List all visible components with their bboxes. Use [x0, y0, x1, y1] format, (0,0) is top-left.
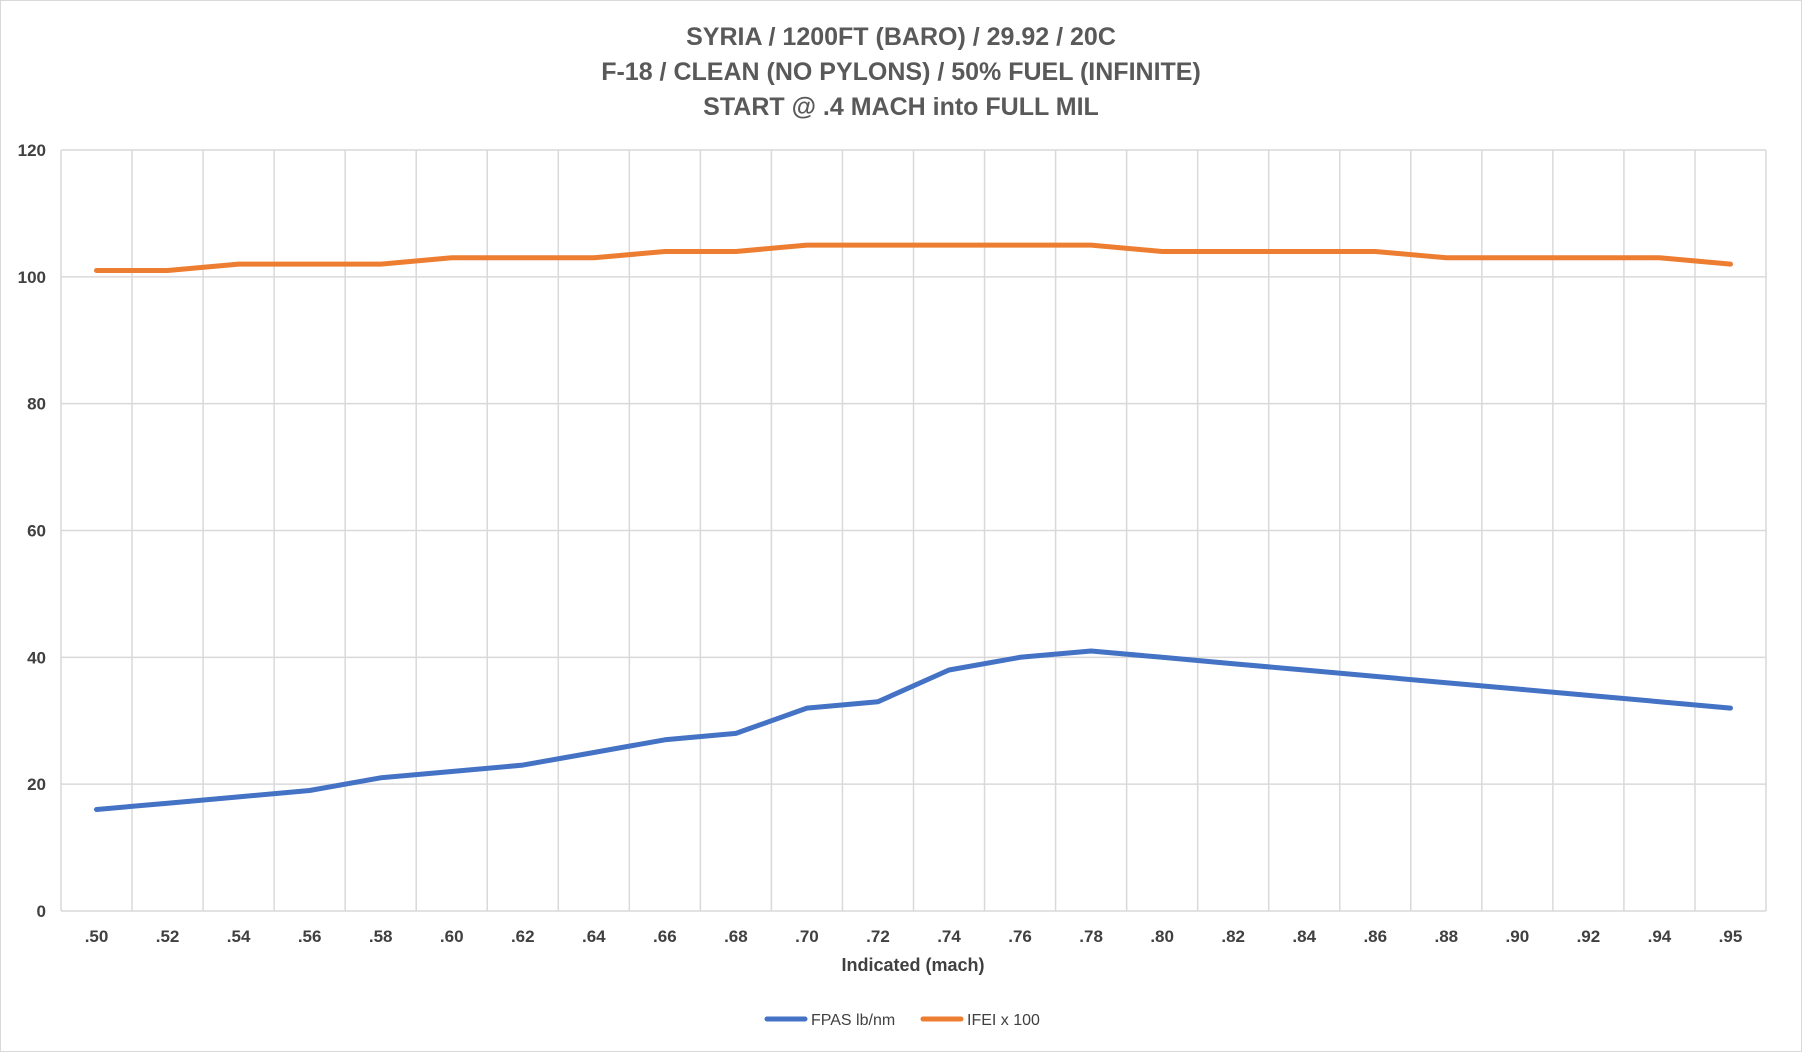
x-tick-label: .60	[440, 927, 464, 946]
y-axis-tick-labels: 0 20 40 60 80 100 120	[18, 141, 46, 921]
x-tick-label: .50	[85, 927, 109, 946]
y-tick-label: 80	[27, 395, 46, 414]
legend-item: FPAS lb/nm	[764, 1012, 895, 1029]
x-axis-title: Indicated (mach)	[841, 955, 984, 975]
chart-title-line-1: SYRIA / 1200FT (BARO) / 29.92 / 20C	[686, 23, 1116, 51]
x-tick-label: .94	[1648, 927, 1672, 946]
series-line-1	[94, 648, 1733, 812]
x-tick-label: .92	[1577, 927, 1601, 946]
chart-title-line-2: F-18 / CLEAN (NO PYLONS) / 50% FUEL (INF…	[601, 58, 1201, 86]
x-tick-label: .84	[1292, 927, 1316, 946]
x-tick-label: .72	[866, 927, 890, 946]
gridlines	[60, 149, 1767, 912]
x-tick-label: .64	[582, 927, 606, 946]
x-tick-label: .66	[653, 927, 677, 946]
chart-title: SYRIA / 1200FT (BARO) / 29.92 / 20C F-18…	[601, 23, 1201, 121]
legend-item: IFEI x 100	[920, 1012, 1040, 1029]
y-tick-label: 20	[27, 775, 46, 794]
chart-title-line-3: START @ .4 MACH into FULL MIL	[703, 93, 1099, 121]
x-tick-label: .82	[1221, 927, 1245, 946]
x-tick-label: .78	[1079, 927, 1103, 946]
x-tick-label: .58	[369, 927, 393, 946]
legend: FPAS lb/nm IFEI x 100	[764, 1012, 1040, 1029]
x-tick-label: .54	[227, 927, 251, 946]
x-tick-label: .52	[156, 927, 180, 946]
y-tick-label: 40	[27, 648, 46, 667]
x-axis-tick-labels: .50 .52 .54 .56 .58 .60 .62 .64 .66 .68 .70 .72 .74.…	[85, 927, 1743, 946]
y-tick-label: 120	[18, 141, 46, 160]
x-tick-label: .80	[1150, 927, 1174, 946]
legend-label: IFEI x 100	[967, 1012, 1040, 1029]
x-tick-label: .56	[298, 927, 322, 946]
x-tick-label: .95	[1719, 927, 1743, 946]
series-lines	[94, 242, 1733, 812]
legend-label: FPAS lb/nm	[811, 1012, 895, 1029]
y-tick-label: 100	[18, 268, 46, 287]
y-tick-label: 0	[37, 902, 46, 921]
x-tick-label: .86	[1363, 927, 1387, 946]
x-tick-label: .62	[511, 927, 535, 946]
series-line-2	[94, 242, 1733, 273]
x-tick-label: .88	[1434, 927, 1458, 946]
x-tick-label: .68	[724, 927, 748, 946]
x-tick-label: .74	[937, 927, 961, 946]
x-tick-label: .70	[795, 927, 819, 946]
x-tick-label: .90	[1506, 927, 1530, 946]
y-tick-label: 60	[27, 522, 46, 541]
x-tick-label: .76	[1008, 927, 1032, 946]
